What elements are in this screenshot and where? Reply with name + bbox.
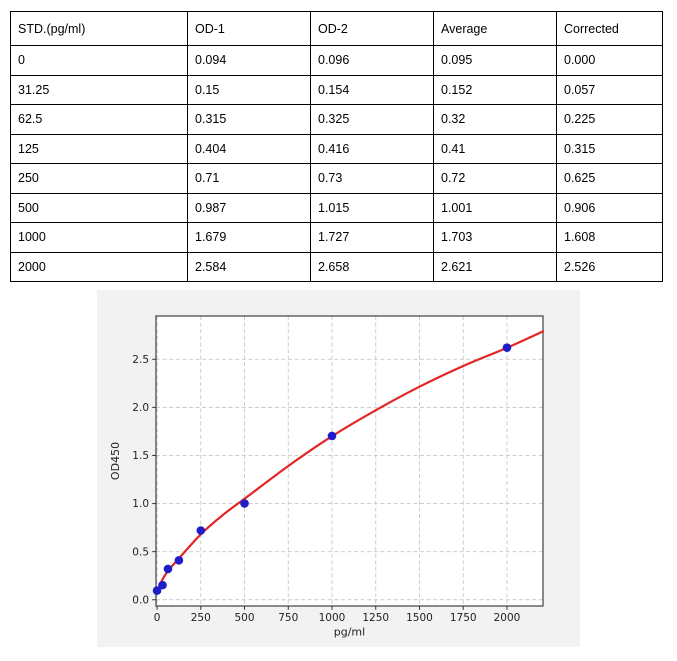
table-cell: 0.416 — [310, 133, 434, 164]
table-cell: 2.658 — [310, 251, 434, 282]
table-cell: 0.152 — [433, 74, 557, 105]
table-cell: 0.15 — [187, 74, 311, 105]
table-cell: 2000 — [10, 251, 188, 282]
y-tick-label: 2.5 — [132, 354, 149, 366]
table-cell: 0.71 — [187, 163, 311, 194]
table-cell: 2.584 — [187, 251, 311, 282]
table-cell: 0.000 — [556, 45, 663, 76]
table-cell: 0.906 — [556, 192, 663, 223]
table-row: 31.25 0.15 0.154 0.152 0.057 — [10, 74, 663, 105]
y-tick-label: 2.0 — [132, 402, 149, 414]
table-row: 250 0.71 0.73 0.72 0.625 — [10, 163, 663, 194]
table-row: 500 0.987 1.015 1.001 0.906 — [10, 192, 663, 223]
table-cell: 0.404 — [187, 133, 311, 164]
table-cell: 1.679 — [187, 222, 311, 253]
table-cell: 0.225 — [556, 104, 663, 135]
x-axis-label: pg/ml — [334, 626, 365, 639]
col-header: Average — [433, 11, 557, 46]
table-cell: 0.32 — [433, 104, 557, 135]
x-tick-label: 2000 — [494, 612, 521, 624]
col-header: OD-2 — [310, 11, 434, 46]
table-cell: 1.015 — [310, 192, 434, 223]
table-cell: 0.325 — [310, 104, 434, 135]
table-cell: 0 — [10, 45, 188, 76]
table-cell: 1.727 — [310, 222, 434, 253]
table-row: 0 0.094 0.096 0.095 0.000 — [10, 45, 663, 76]
table-cell: 0.41 — [433, 133, 557, 164]
table-cell: 1.703 — [433, 222, 557, 253]
y-tick-label: 1.0 — [132, 498, 149, 510]
col-header: OD-1 — [187, 11, 311, 46]
table-row: 2000 2.584 2.658 2.621 2.526 — [10, 251, 663, 282]
y-axis-label: OD450 — [109, 442, 122, 480]
table-row: 1000 1.679 1.727 1.703 1.608 — [10, 222, 663, 253]
table-cell: 1.608 — [556, 222, 663, 253]
table-cell: 2.621 — [433, 251, 557, 282]
table-cell: 0.625 — [556, 163, 663, 194]
table-cell: 1000 — [10, 222, 188, 253]
data-point — [240, 499, 249, 508]
table-cell: 0.057 — [556, 74, 663, 105]
x-tick-label: 500 — [235, 612, 255, 624]
plot-border — [155, 315, 544, 607]
table-cell: 0.73 — [310, 163, 434, 194]
table-cell: 500 — [10, 192, 188, 223]
y-tick-label: 1.5 — [132, 450, 149, 462]
table-cell: 250 — [10, 163, 188, 194]
x-tick-label: 250 — [191, 612, 211, 624]
y-tick-label: 0.5 — [132, 546, 149, 558]
data-point — [174, 556, 184, 565]
x-tick-label: 1500 — [406, 612, 433, 624]
table-cell: 0.315 — [187, 104, 311, 135]
table-cell: 0.096 — [310, 45, 434, 76]
table-row: 62.5 0.315 0.325 0.32 0.225 — [10, 104, 663, 135]
x-tick-label: 1250 — [362, 612, 389, 624]
table-cell: 31.25 — [10, 74, 188, 105]
table-cell: 125 — [10, 133, 188, 164]
table-cell: 1.001 — [433, 192, 557, 223]
y-tick-label: 0.0 — [132, 594, 149, 606]
data-point — [158, 580, 167, 590]
data-point — [502, 343, 512, 352]
table-cell: 62.5 — [10, 104, 188, 135]
table-cell: 2.526 — [556, 251, 663, 282]
table-header-row: STD.(pg/ml) OD-1 OD-2 Average Corrected — [10, 11, 663, 46]
standard-curve-figure: 0 250 500 750 1000 1250 1500 1750 2000 0.0 0.5 1.0 1… — [97, 290, 580, 647]
table-row: 125 0.404 0.416 0.41 0.315 — [10, 133, 663, 164]
data-point — [163, 564, 173, 574]
x-tick-label: 750 — [278, 612, 298, 624]
plot-area — [156, 316, 543, 606]
table-body: 0 0.094 0.096 0.095 0.000 31.25 0.15 0.154 0.152… — [10, 45, 663, 282]
data-point — [152, 586, 162, 595]
data-point — [196, 526, 206, 535]
col-header: STD.(pg/ml) — [10, 11, 188, 46]
col-header: Corrected — [556, 11, 663, 46]
standards-table: STD.(pg/ml) OD-1 OD-2 Average Corrected 0 0.0… — [10, 11, 663, 282]
x-tick-label: 1000 — [319, 612, 346, 624]
table-cell: 0.094 — [187, 45, 311, 76]
table-cell: 0.72 — [433, 163, 557, 194]
table-cell: 0.315 — [556, 133, 663, 164]
standard-curve-chart: 0 250 500 750 1000 1250 1500 1750 2000 0.0 0.5 1.0 1… — [109, 315, 545, 639]
x-tick-label: 0 — [154, 612, 161, 624]
data-point — [327, 431, 337, 441]
table-cell: 0.154 — [310, 74, 434, 105]
x-tick-label: 1750 — [450, 612, 477, 624]
table-cell: 0.987 — [187, 192, 311, 223]
table-cell: 0.095 — [433, 45, 557, 76]
